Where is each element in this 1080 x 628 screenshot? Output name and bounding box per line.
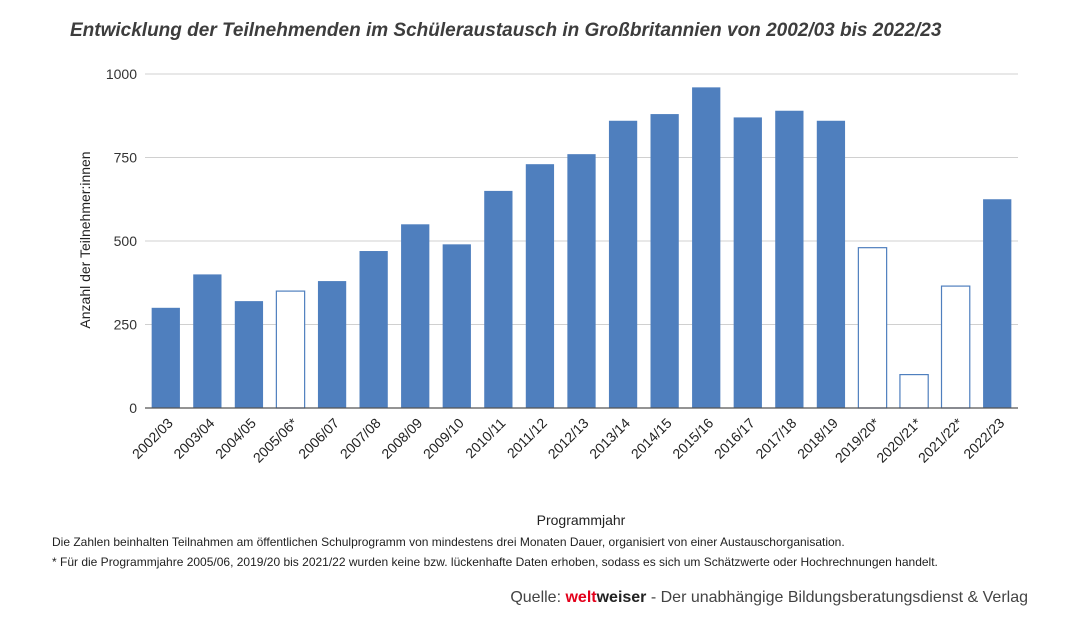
bar bbox=[775, 110, 804, 409]
y-tick-label: 1000 bbox=[106, 66, 137, 82]
bar bbox=[442, 244, 471, 408]
bar bbox=[151, 307, 180, 408]
x-tick-labels: 2002/032003/042004/052005/06*2006/072007… bbox=[129, 414, 1008, 465]
bar bbox=[525, 164, 555, 408]
x-tick-label: 2015/16 bbox=[669, 415, 716, 462]
source-prefix: Quelle: bbox=[510, 589, 566, 606]
bar bbox=[983, 199, 1012, 408]
x-tick-label: 2020/21* bbox=[873, 414, 924, 465]
x-tick-label: 2003/04 bbox=[170, 415, 217, 462]
x-tick-label: 2005/06* bbox=[250, 414, 301, 465]
y-tick-labels: 0 250 500 750 1000 bbox=[106, 66, 137, 416]
bar bbox=[567, 154, 596, 408]
x-tick-label: 2011/12 bbox=[504, 415, 551, 462]
bar bbox=[816, 120, 846, 408]
x-tick-label: 2013/14 bbox=[586, 415, 633, 462]
x-tick-label: 2009/10 bbox=[420, 415, 467, 462]
bar-estimated bbox=[857, 247, 888, 409]
x-tick-label: 2017/18 bbox=[752, 415, 799, 462]
x-tick-label: 2012/13 bbox=[545, 415, 592, 462]
bar bbox=[359, 251, 388, 408]
x-tick-label: 2006/07 bbox=[295, 415, 342, 462]
brand-name-weiser: weiser bbox=[596, 589, 647, 606]
bar-chart: 0 250 500 750 1000 2002/032003/042004/052005… bbox=[77, 66, 1018, 528]
bar-estimated bbox=[899, 374, 929, 409]
x-axis-label: Programmjahr bbox=[537, 512, 626, 528]
source-line: Quelle: weltweiser - Der unabhängige Bil… bbox=[510, 589, 1028, 607]
x-tick-label: 2021/22* bbox=[915, 414, 966, 465]
bar bbox=[692, 87, 721, 409]
bars bbox=[151, 87, 1012, 409]
x-tick-label: 2010/11 bbox=[462, 415, 509, 462]
x-tick-label: 2008/09 bbox=[378, 415, 425, 462]
y-axis-label: Anzahl der Teilnehmer:innen bbox=[77, 151, 93, 328]
y-tick-label: 250 bbox=[114, 317, 138, 333]
x-tick-label: 2016/17 bbox=[711, 415, 758, 462]
x-tick-label: 2022/23 bbox=[960, 415, 1007, 462]
bar-estimated bbox=[940, 285, 971, 409]
bar-estimated bbox=[275, 290, 306, 409]
source-suffix: - Der unabhängige Bildungsberatungsdiens… bbox=[646, 589, 1028, 606]
y-tick-label: 0 bbox=[129, 400, 137, 416]
bar bbox=[733, 117, 762, 409]
bar bbox=[193, 274, 222, 408]
footnote-estimates: * Für die Programmjahre 2005/06, 2019/20… bbox=[52, 555, 938, 569]
footnote-definition: Die Zahlen beinhalten Teilnahmen am öffe… bbox=[52, 535, 845, 549]
x-tick-label: 2019/20* bbox=[832, 414, 883, 465]
bar bbox=[401, 224, 430, 408]
y-tick-label: 500 bbox=[114, 233, 138, 249]
x-tick-label: 2014/15 bbox=[628, 415, 675, 462]
bar bbox=[317, 281, 347, 408]
bar bbox=[484, 190, 513, 408]
bar bbox=[650, 114, 679, 408]
y-tick-label: 750 bbox=[114, 150, 138, 166]
x-tick-label: 2002/03 bbox=[129, 415, 176, 462]
bar bbox=[608, 120, 638, 408]
brand-name-welt: welt bbox=[565, 589, 597, 606]
chart-title: Entwicklung der Teilnehmenden im Schüler… bbox=[70, 20, 942, 41]
x-tick-label: 2007/08 bbox=[337, 415, 384, 462]
bar bbox=[234, 301, 264, 408]
